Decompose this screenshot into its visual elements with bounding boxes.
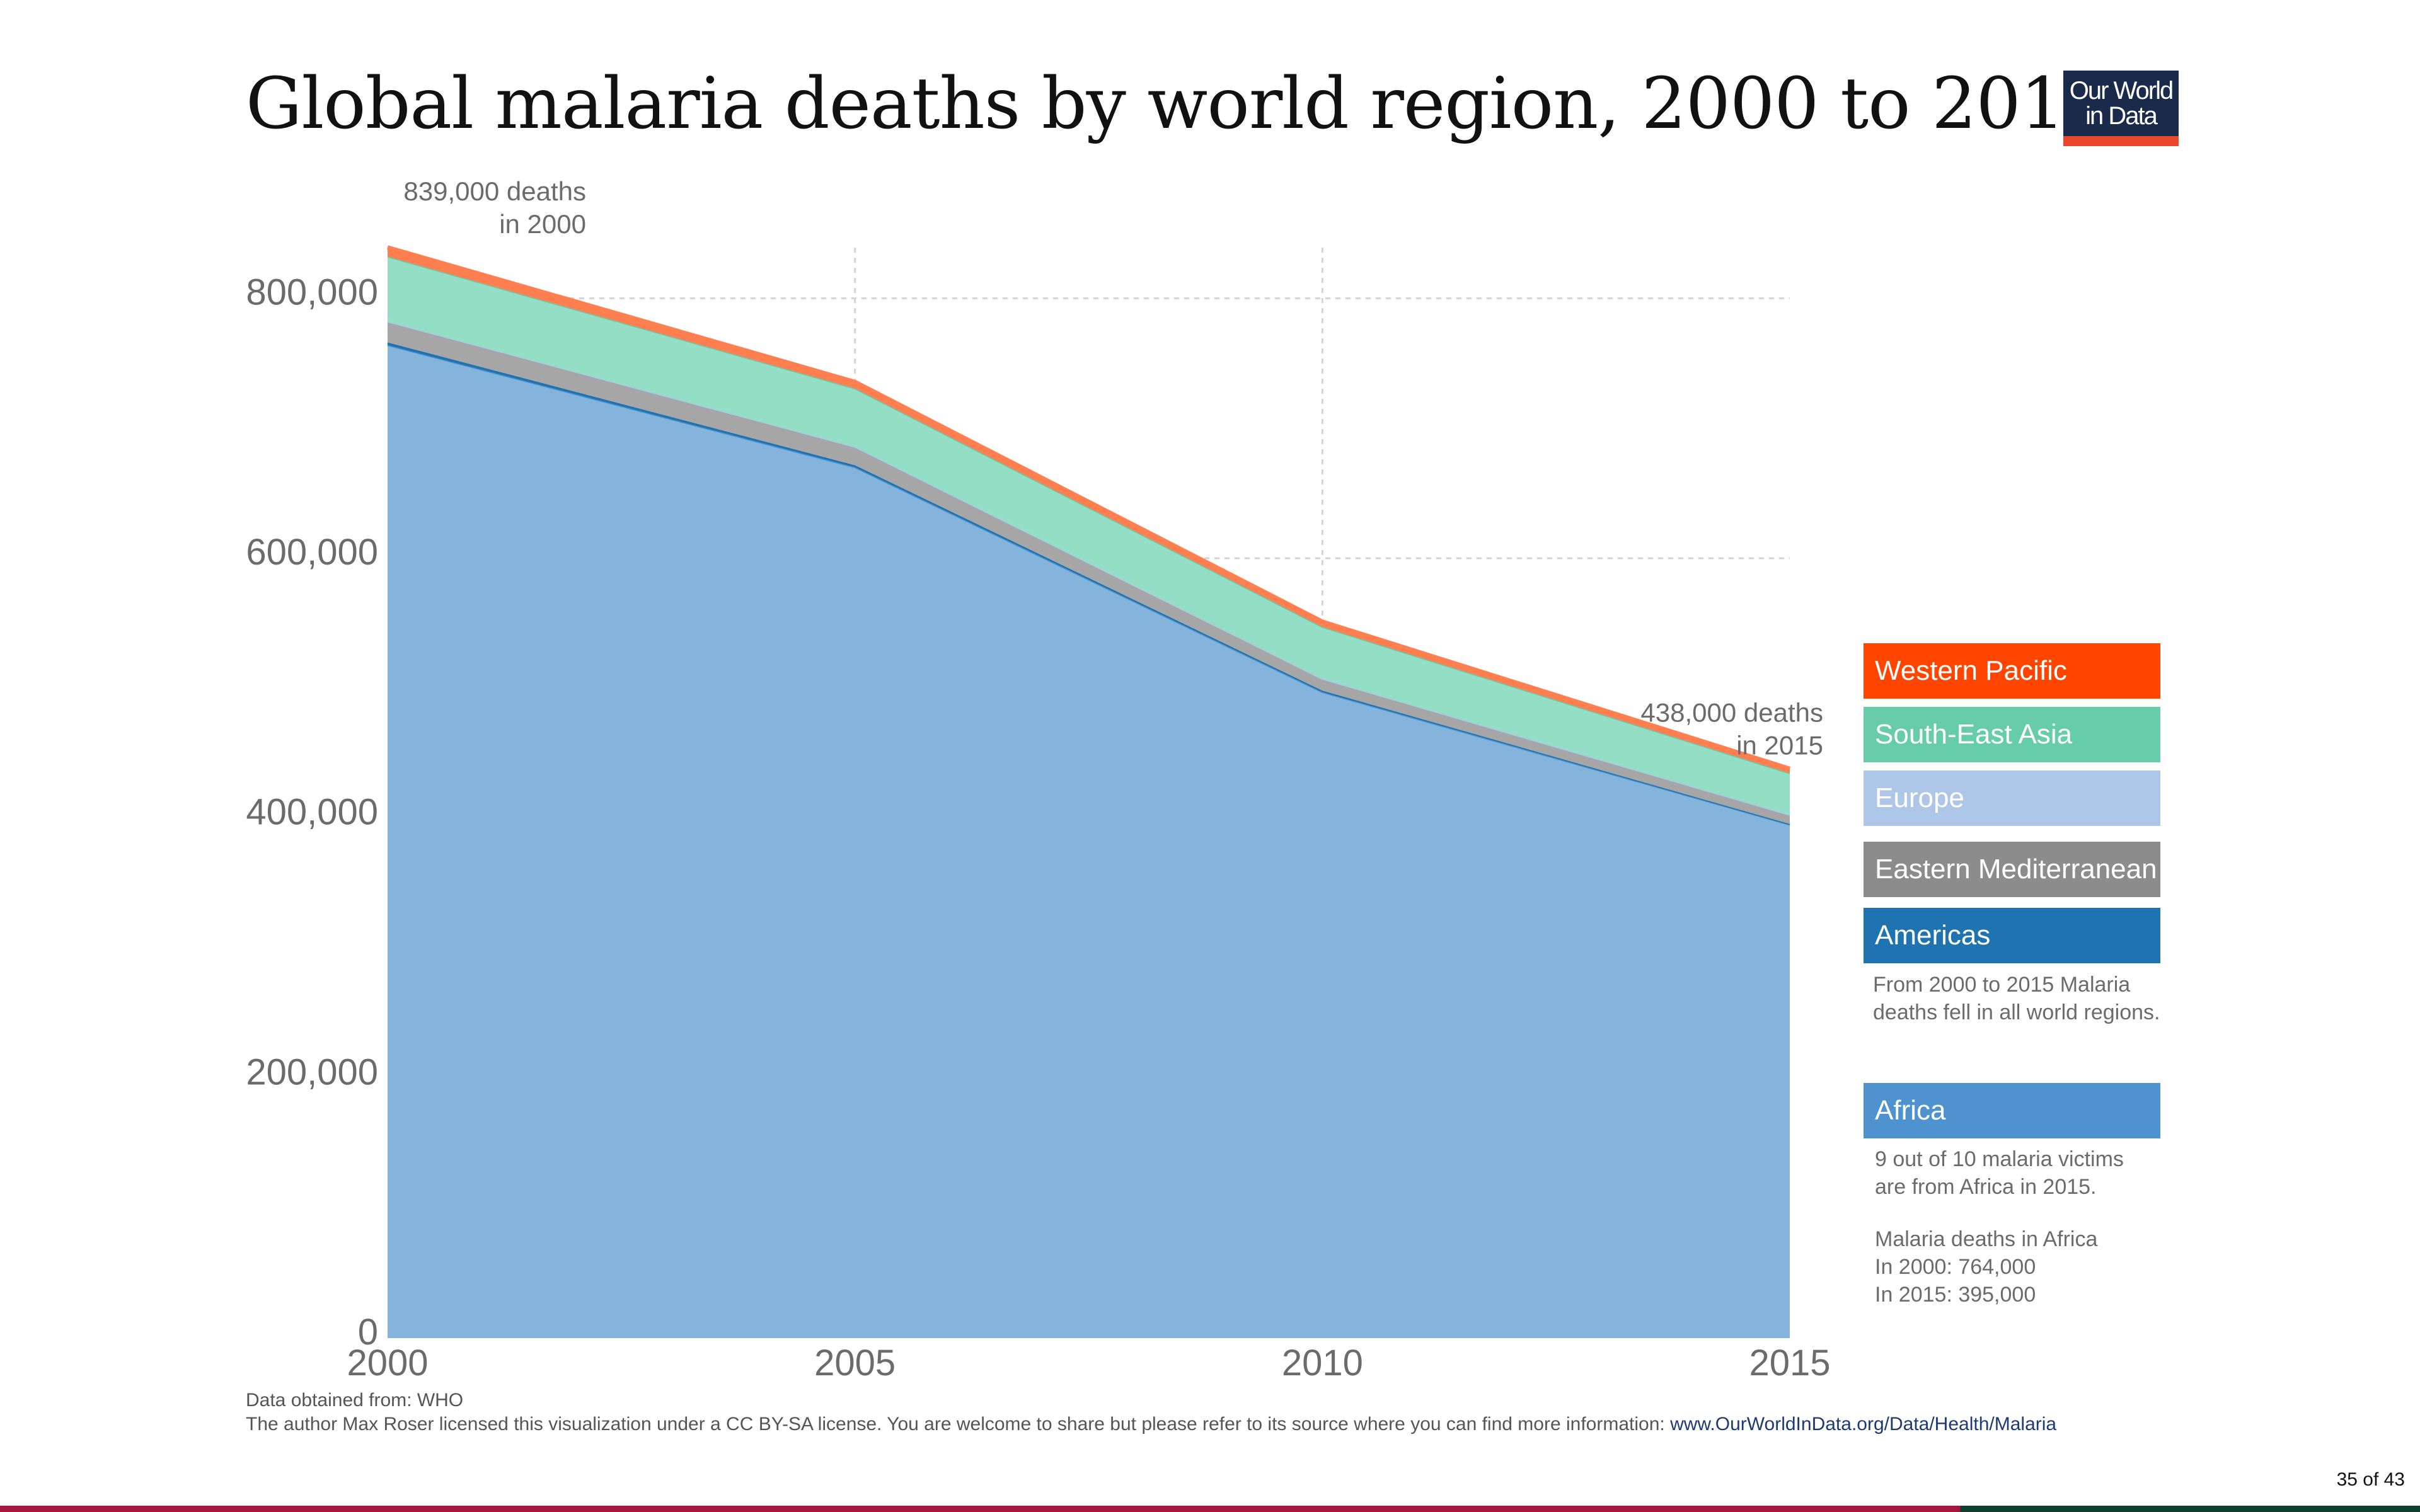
legend-south-east-asia[interactable]: South-East Asia (1864, 707, 2160, 762)
x-tick-label: 2000 (347, 1343, 428, 1383)
africa-deaths-note: Malaria deaths in Africa In 2000: 764,00… (1875, 1227, 2098, 1307)
y-tick-label: 0 (358, 1312, 378, 1353)
y-tick-label: 600,000 (246, 532, 378, 573)
annotation-line-2: in 2015 (1736, 730, 1823, 760)
logo-line-2: in Data (2085, 102, 2158, 130)
legend-eastern-mediterranean[interactable]: Eastern Mediterranean (1864, 842, 2160, 897)
legend-europe[interactable]: Europe (1864, 770, 2160, 826)
footer-source: Data obtained from: WHO (246, 1390, 464, 1411)
x-tick-label: 2010 (1282, 1343, 1363, 1383)
source-link[interactable]: www.OurWorldInData.org/Data/Health/Malar… (1670, 1414, 2057, 1435)
page-number: 35 of 43 (2336, 1469, 2405, 1490)
legend-label: Americas (1875, 920, 1991, 951)
legend-label: Europe (1875, 782, 1964, 813)
bottom-accent-bar (0, 1506, 2420, 1512)
license-text: The author Max Roser licensed this visua… (246, 1414, 1671, 1435)
area-africa (388, 345, 1790, 1338)
y-tick-label: 800,000 (246, 272, 378, 312)
line-western-pacific (387, 245, 1791, 771)
legend-western-pacific[interactable]: Western Pacific (1864, 643, 2160, 699)
our-world-in-data-logo[interactable]: Our World in Data (2063, 71, 2179, 146)
y-tick-label: 400,000 (246, 792, 378, 833)
stacked-area-chart: 0 200,000 400,000 600,000 800,000 2000 2005 201… (246, 176, 1830, 1383)
x-tick-label: 2015 (1749, 1343, 1830, 1383)
area-south-east-asia (388, 256, 1790, 815)
legend-label: Eastern Mediterranean (1875, 854, 2157, 885)
regions-note: From 2000 to 2015 Malaria deaths fell in… (1873, 973, 2160, 1024)
footer-license: The author Max Roser licensed this visua… (246, 1414, 2056, 1435)
annotation-line-1: 839,000 deaths (403, 176, 586, 206)
legend-label: Africa (1875, 1095, 1946, 1126)
annotation-line-1: 438,000 deaths (1640, 697, 1823, 727)
legend-label: South-East Asia (1875, 719, 2073, 750)
annotation-line-2: in 2000 (499, 209, 586, 239)
legend-americas[interactable]: Americas (1864, 908, 2160, 963)
logo-line-1: Our World (2069, 77, 2174, 105)
y-tick-label: 200,000 (246, 1051, 378, 1092)
legend-label: Western Pacific (1875, 655, 2067, 686)
chart-title: Global malaria deaths by world region, 2… (246, 63, 2109, 145)
legend-africa[interactable]: Africa (1864, 1083, 2160, 1138)
x-tick-label: 2005 (814, 1343, 896, 1383)
area-eastern-mediterranean (388, 321, 1790, 825)
africa-share-note: 9 out of 10 malaria victims are from Afr… (1875, 1147, 2124, 1199)
